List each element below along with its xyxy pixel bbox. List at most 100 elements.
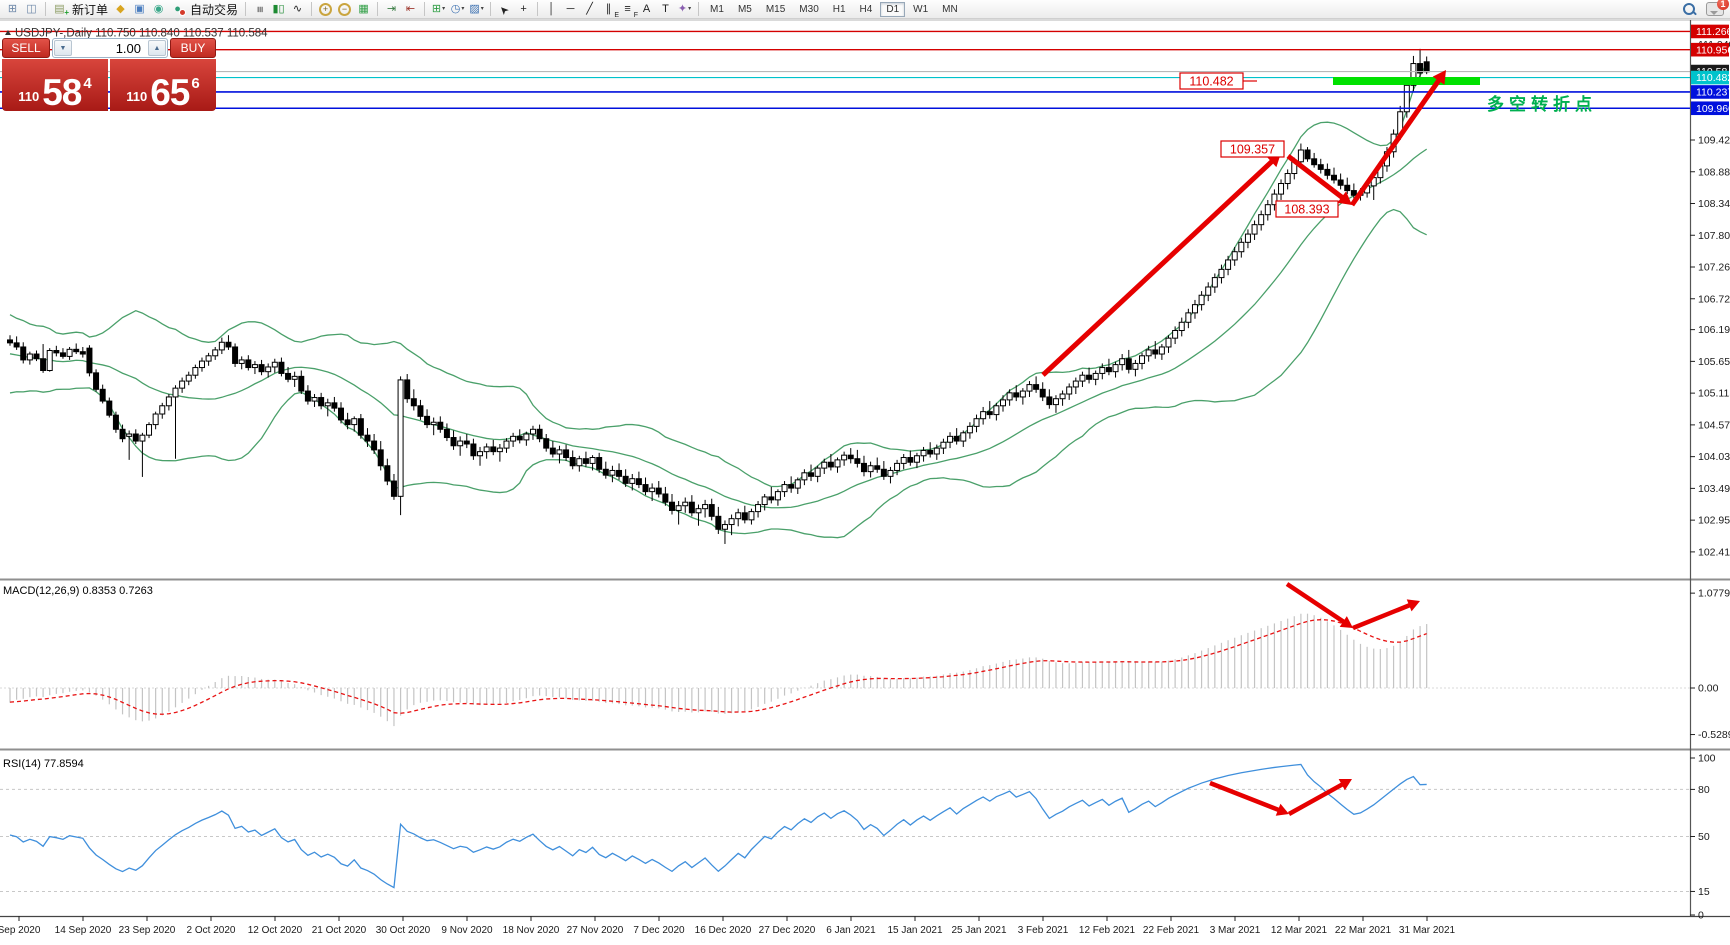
timeframe-h1[interactable]: H1 — [827, 2, 852, 17]
channel-icon[interactable]: ∥ E — [605, 2, 620, 19]
toolbar-separator — [45, 2, 46, 16]
svg-text:18 Nov 2020: 18 Nov 2020 — [503, 925, 560, 936]
candle — [523, 433, 530, 441]
candle — [437, 421, 444, 430]
arrows-icon[interactable]: ✦ ▾ — [677, 2, 692, 15]
fibonacci-icon[interactable]: ≡ F — [624, 2, 639, 19]
zoom-out-icon[interactable]: − — [336, 1, 353, 17]
candle — [245, 359, 252, 369]
svg-text:108.880: 108.880 — [1698, 166, 1730, 178]
candle — [1000, 399, 1006, 407]
buy-price-display[interactable]: 110 65 6 — [110, 59, 216, 111]
candle — [1019, 390, 1026, 398]
candle — [1112, 364, 1119, 373]
swing-low-label[interactable] — [1275, 200, 1339, 218]
autotrade-label[interactable]: 自动交易 — [190, 2, 239, 17]
candle — [1271, 193, 1278, 206]
support-highlight-bar[interactable] — [1333, 77, 1480, 85]
buy-button[interactable]: BUY — [170, 38, 216, 58]
trend-arrows[interactable] — [1041, 70, 1446, 816]
sell-price-handle: 110 — [18, 89, 40, 104]
timeframe-h4[interactable]: H4 — [854, 2, 879, 17]
chat-icon[interactable]: 1 — [1706, 0, 1729, 16]
bar-chart-icon[interactable]: ≡ — [254, 5, 267, 13]
pane-separator[interactable] — [0, 578, 1730, 581]
timeframe-m5[interactable]: M5 — [732, 2, 758, 17]
timeframe-d1[interactable]: D1 — [880, 1, 906, 17]
timeframe-m15[interactable]: M15 — [760, 2, 791, 17]
profile-icon[interactable]: ◫ — [26, 2, 37, 15]
svg-text:0.00: 0.00 — [1698, 683, 1719, 695]
quotes-icon[interactable]: ◆ — [116, 2, 125, 15]
swing-high-label[interactable] — [1220, 140, 1285, 158]
candle — [410, 398, 417, 407]
candle — [1244, 233, 1251, 243]
rsi-pane — [0, 763, 1690, 892]
candle — [695, 508, 702, 514]
line-chart-icon[interactable]: ∿ — [292, 2, 303, 15]
auto-scroll-icon[interactable]: ⇥ — [386, 2, 397, 15]
chart-shift-icon[interactable]: ⇤ — [405, 2, 416, 15]
candle — [1317, 164, 1324, 170]
candle — [470, 443, 477, 457]
trendline-icon[interactable]: ╱ — [586, 2, 593, 15]
candle — [755, 504, 762, 513]
svg-text:15 Jan 2021: 15 Jan 2021 — [887, 925, 942, 936]
timeframe-w1[interactable]: W1 — [907, 2, 934, 17]
periods-icon[interactable]: ◷ ▾ — [450, 2, 465, 15]
candle — [688, 501, 695, 514]
candle — [1191, 304, 1198, 314]
sell-button[interactable]: SELL — [2, 38, 50, 58]
text-label-icon[interactable]: T — [662, 2, 669, 15]
svg-text:102.955: 102.955 — [1698, 515, 1730, 527]
sell-price-pip: 4 — [83, 75, 92, 92]
candle — [1337, 179, 1344, 186]
signal-icon[interactable]: ◉ — [153, 2, 164, 15]
candle-chart-icon[interactable]: ▮▯ — [272, 2, 285, 15]
timeframe-m30[interactable]: M30 — [793, 2, 824, 17]
candle — [794, 479, 801, 489]
volume-down-button[interactable]: ▼ — [54, 40, 72, 56]
candle — [1099, 367, 1106, 374]
volume-field[interactable]: ▼ 1.00 ▲ — [52, 38, 168, 58]
sell-price-display[interactable]: 110 58 4 — [2, 59, 108, 111]
autotrade-icon[interactable]: ● — [169, 1, 187, 17]
new-chart-dd-icon[interactable]: ⊞ ▾ — [431, 2, 446, 15]
candle — [132, 433, 139, 442]
svg-text:23 Sep 2020: 23 Sep 2020 — [119, 925, 176, 936]
pane-separator[interactable] — [0, 748, 1730, 751]
svg-text:50: 50 — [1698, 831, 1710, 843]
candle — [205, 355, 212, 362]
price-scale[interactable]: 109.420 108.880 108.340 107.800 107.260 106.7… — [1690, 24, 1730, 922]
search-icon[interactable] — [1682, 2, 1697, 16]
candle — [73, 348, 80, 353]
templates-icon[interactable]: ▨ ▾ — [469, 2, 484, 15]
new-order-label[interactable]: 新订单 — [72, 2, 109, 17]
tile-windows-icon[interactable]: ▦ — [358, 2, 369, 15]
candle — [622, 475, 629, 484]
new-chart-icon[interactable]: ⊞ — [7, 2, 18, 15]
cn-turning-point-note[interactable]: 多空转折点 — [1487, 94, 1597, 114]
candle — [344, 419, 351, 426]
text-icon[interactable]: A — [642, 2, 651, 15]
candle — [126, 433, 133, 437]
volume-value[interactable]: 1.00 — [115, 41, 141, 56]
vline-icon[interactable]: │ — [548, 2, 555, 15]
candle — [516, 435, 523, 441]
candle — [1423, 61, 1430, 73]
svg-text:14 Sep 2020: 14 Sep 2020 — [55, 925, 112, 936]
crosshair-icon[interactable]: + — [520, 2, 527, 15]
new-order-icon[interactable]: ▤ + — [54, 2, 69, 17]
timeframe-m1[interactable]: M1 — [704, 2, 730, 17]
date-scale[interactable]: Sep 2020 14 Sep 2020 23 Sep 2020 2 Oct 2020… — [0, 916, 1456, 936]
zoom-in-icon[interactable]: + — [317, 1, 334, 17]
metaeditor-icon[interactable]: ▣ — [134, 2, 145, 15]
cursor-icon[interactable]: ➤ — [496, 1, 512, 17]
candle — [808, 472, 815, 477]
rsi-line — [9, 763, 1427, 889]
hline-icon[interactable]: ─ — [566, 2, 575, 15]
candle — [887, 469, 894, 477]
volume-up-button[interactable]: ▲ — [148, 40, 166, 56]
timeframe-mn[interactable]: MN — [936, 2, 964, 17]
